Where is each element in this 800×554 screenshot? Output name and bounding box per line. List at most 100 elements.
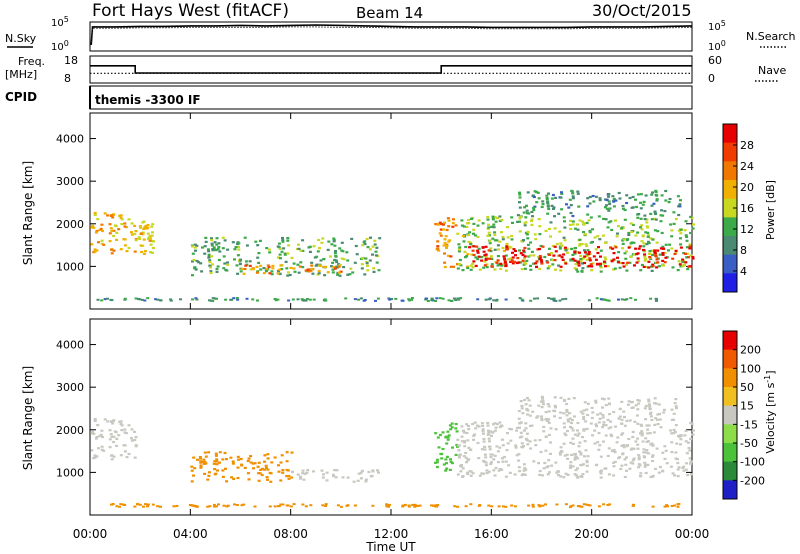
power-echo-cell — [527, 247, 531, 250]
power-echo-cell — [630, 230, 634, 233]
power-echo-cell — [586, 213, 590, 216]
power-ground-scatter-cell — [169, 299, 173, 302]
velocity-ground-scatter-cell — [111, 503, 115, 505]
velocity-ground-scatter-cell — [538, 505, 542, 508]
velocity-echo-cell — [620, 400, 624, 403]
power-echo-cell — [221, 247, 225, 250]
power-echo-cell — [223, 262, 227, 265]
velocity-echo-cell — [654, 467, 657, 470]
power-colorbar-swatch — [723, 180, 737, 200]
power-echo-cell — [461, 269, 465, 272]
power-echo-cell — [526, 230, 530, 233]
power-echo-cell — [511, 256, 515, 259]
power-ground-scatter-cell — [587, 299, 591, 302]
time-tick-label: 12:00 — [374, 527, 409, 541]
power-echo-cell — [604, 265, 607, 268]
power-echo-cell — [134, 239, 138, 242]
velocity-echo-cell — [677, 435, 681, 438]
velocity-echo-cell — [556, 474, 560, 477]
power-echo-cell — [97, 241, 100, 244]
power-echo-cell — [449, 255, 453, 258]
velocity-echo-cell — [125, 456, 129, 459]
power-echo-cell — [571, 195, 575, 198]
velocity-echo-cell — [655, 418, 659, 421]
velocity-echo-cell — [500, 457, 504, 460]
velocity-echo-cell — [598, 444, 602, 447]
velocity-echo-cell — [682, 469, 686, 472]
velocity-echo-cell — [202, 462, 206, 465]
power-echo-cell — [374, 254, 378, 257]
power-echo-cell — [577, 264, 581, 267]
velocity-echo-cell — [518, 470, 522, 473]
velocity-echo-cell — [483, 448, 487, 451]
velocity-echo-cell — [643, 464, 647, 467]
power-echo-cell — [262, 272, 266, 275]
power-echo-cell — [231, 241, 235, 244]
velocity-echo-cell — [239, 457, 243, 461]
velocity-ground-scatter-cell — [435, 505, 439, 508]
freq-right-tick-top: 60 — [708, 54, 722, 67]
power-ground-scatter-cell — [504, 298, 508, 301]
power-echo-cell — [526, 191, 530, 194]
velocity-echo-cell — [482, 472, 486, 475]
power-colorbar-tick-label: 4 — [740, 265, 747, 278]
power-ground-scatter-cell — [410, 298, 414, 301]
power-echo-cell — [524, 231, 528, 234]
velocity-echo-cell — [564, 472, 568, 475]
velocity-echo-cell — [620, 444, 624, 447]
velocity-echo-cell — [454, 453, 458, 456]
power-echo-cell — [590, 269, 594, 272]
power-echo-cell — [621, 239, 625, 242]
power-echo-cell — [209, 266, 212, 269]
velocity-echo-cell — [571, 437, 575, 440]
velocity-echo-cell — [562, 398, 566, 402]
velocity-echo-cell — [494, 466, 498, 470]
power-echo-cell — [463, 250, 467, 253]
velocity-echo-cell — [510, 428, 513, 431]
velocity-echo-cell — [435, 458, 439, 461]
velocity-echo-cell — [628, 419, 632, 422]
power-echo-cell — [584, 233, 587, 236]
power-echo-cell — [338, 247, 342, 250]
velocity-echo-cell — [192, 474, 195, 477]
velocity-echo-cell — [573, 473, 577, 476]
velocity-echo-cell — [559, 446, 563, 449]
velocity-echo-cell — [622, 444, 626, 447]
power-echo-cell — [94, 231, 98, 234]
velocity-echo-cell — [614, 425, 617, 428]
power-ground-scatter-cell — [224, 298, 228, 301]
power-echo-cell — [685, 246, 689, 249]
power-echo-cell — [316, 250, 320, 253]
velocity-echo-cell — [639, 475, 643, 478]
power-echo-cell — [578, 238, 582, 241]
power-echo-cell — [631, 195, 635, 199]
velocity-echo-cell — [645, 424, 649, 427]
velocity-echo-cell — [581, 473, 585, 476]
velocity-echo-cell — [456, 445, 459, 448]
freq-label-line2: [MHz] — [5, 68, 37, 81]
time-tick-label: 20:00 — [574, 527, 609, 541]
velocity-echo-cell — [533, 439, 537, 442]
velocity-ground-scatter-cell — [513, 505, 517, 508]
velocity-echo-cell — [487, 432, 491, 435]
velocity-echo-cell — [579, 464, 583, 467]
power-echo-cell — [129, 231, 133, 234]
power-ground-scatter-cell — [617, 298, 620, 301]
power-echo-cell — [605, 198, 609, 202]
power-echo-cell — [472, 260, 476, 263]
power-echo-cell — [252, 268, 255, 271]
velocity-echo-cell — [626, 403, 630, 406]
velocity-echo-cell — [500, 424, 504, 428]
velocity-echo-cell — [572, 397, 576, 400]
power-echo-cell — [667, 201, 671, 204]
velocity-echo-cell — [507, 464, 511, 467]
power-echo-cell — [576, 260, 580, 263]
velocity-echo-cell — [520, 404, 524, 407]
power-echo-cell — [620, 227, 624, 230]
power-echo-cell — [634, 247, 638, 250]
velocity-echo-cell — [679, 438, 683, 441]
power-echo-cell — [93, 213, 97, 217]
velocity-echo-cell — [679, 434, 683, 437]
power-echo-cell — [537, 256, 541, 259]
power-echo-cell — [501, 238, 505, 241]
